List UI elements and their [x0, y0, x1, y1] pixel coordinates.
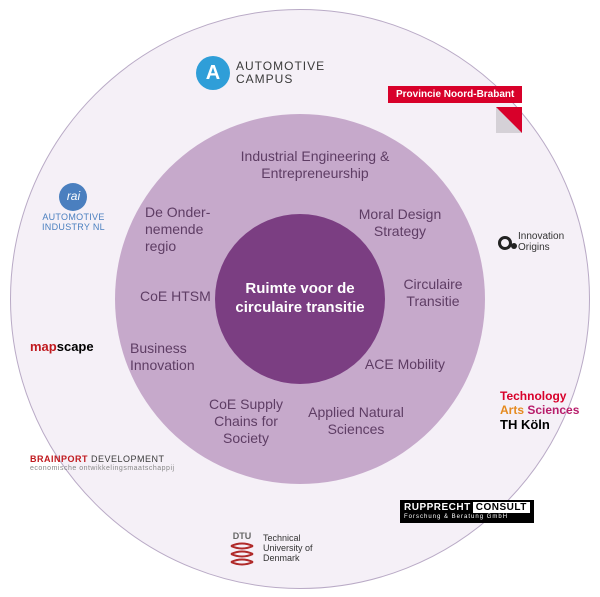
- rai-icon: rai: [59, 183, 87, 211]
- partner-rupprecht: RUPPRECHTCONSULT Forschung & Beratung Gm…: [400, 500, 534, 523]
- partner-provincie: Provincie Noord-Brabant: [388, 86, 522, 133]
- partner-rai: rai AUTOMOTIVE INDUSTRY NL: [42, 183, 105, 233]
- dtu-icon: DTU: [227, 530, 257, 568]
- automotive-campus-icon: A: [196, 56, 230, 90]
- dtu-text: Technical University of Denmark: [263, 534, 313, 564]
- provincie-triangle-icon: [496, 107, 522, 133]
- mid-label-ct: Circulaire Transitie: [393, 276, 473, 310]
- mid-label-htsm: CoE HTSM: [140, 288, 220, 305]
- mid-label-dor: De Onder-nemende regio: [145, 204, 235, 254]
- partner-dtu: DTU Technical University of Denmark: [227, 530, 313, 568]
- svg-text:DTU: DTU: [233, 531, 252, 541]
- mid-label-ace: ACE Mobility: [355, 356, 455, 373]
- partner-innovation-origins: Innovation Origins: [498, 232, 564, 253]
- provincie-bar: Provincie Noord-Brabant: [388, 86, 522, 103]
- partner-th-koln: Technology Arts Sciences TH Köln: [500, 390, 579, 433]
- mid-label-ie: Industrial Engineering & Entrepreneurshi…: [230, 148, 400, 182]
- innovation-origins-icon: [498, 236, 512, 250]
- automotive-campus-text: AUTOMOTIVE CAMPUS: [236, 60, 325, 85]
- partner-automotive-campus: A AUTOMOTIVE CAMPUS: [196, 56, 325, 90]
- partner-mapscape: mapscape: [30, 340, 94, 354]
- mid-label-mds: Moral Design Strategy: [350, 206, 450, 240]
- mid-label-ans: Applied Natural Sciences: [296, 404, 416, 438]
- mid-label-scs: CoE Supply Chains for Society: [191, 396, 301, 446]
- mid-label-bi: Business Innovation: [130, 340, 220, 374]
- concentric-diagram: Ruimte voor de circulaire transitie Indu…: [0, 0, 600, 597]
- rupprecht-bar: RUPPRECHTCONSULT Forschung & Beratung Gm…: [400, 500, 534, 523]
- innovation-origins-text: Innovation Origins: [518, 232, 564, 253]
- partner-brainport: BRAINPORT DEVELOPMENT economische ontwik…: [30, 455, 175, 473]
- rai-text: AUTOMOTIVE INDUSTRY NL: [42, 213, 105, 233]
- center-title: Ruimte voor de circulaire transitie: [233, 280, 367, 318]
